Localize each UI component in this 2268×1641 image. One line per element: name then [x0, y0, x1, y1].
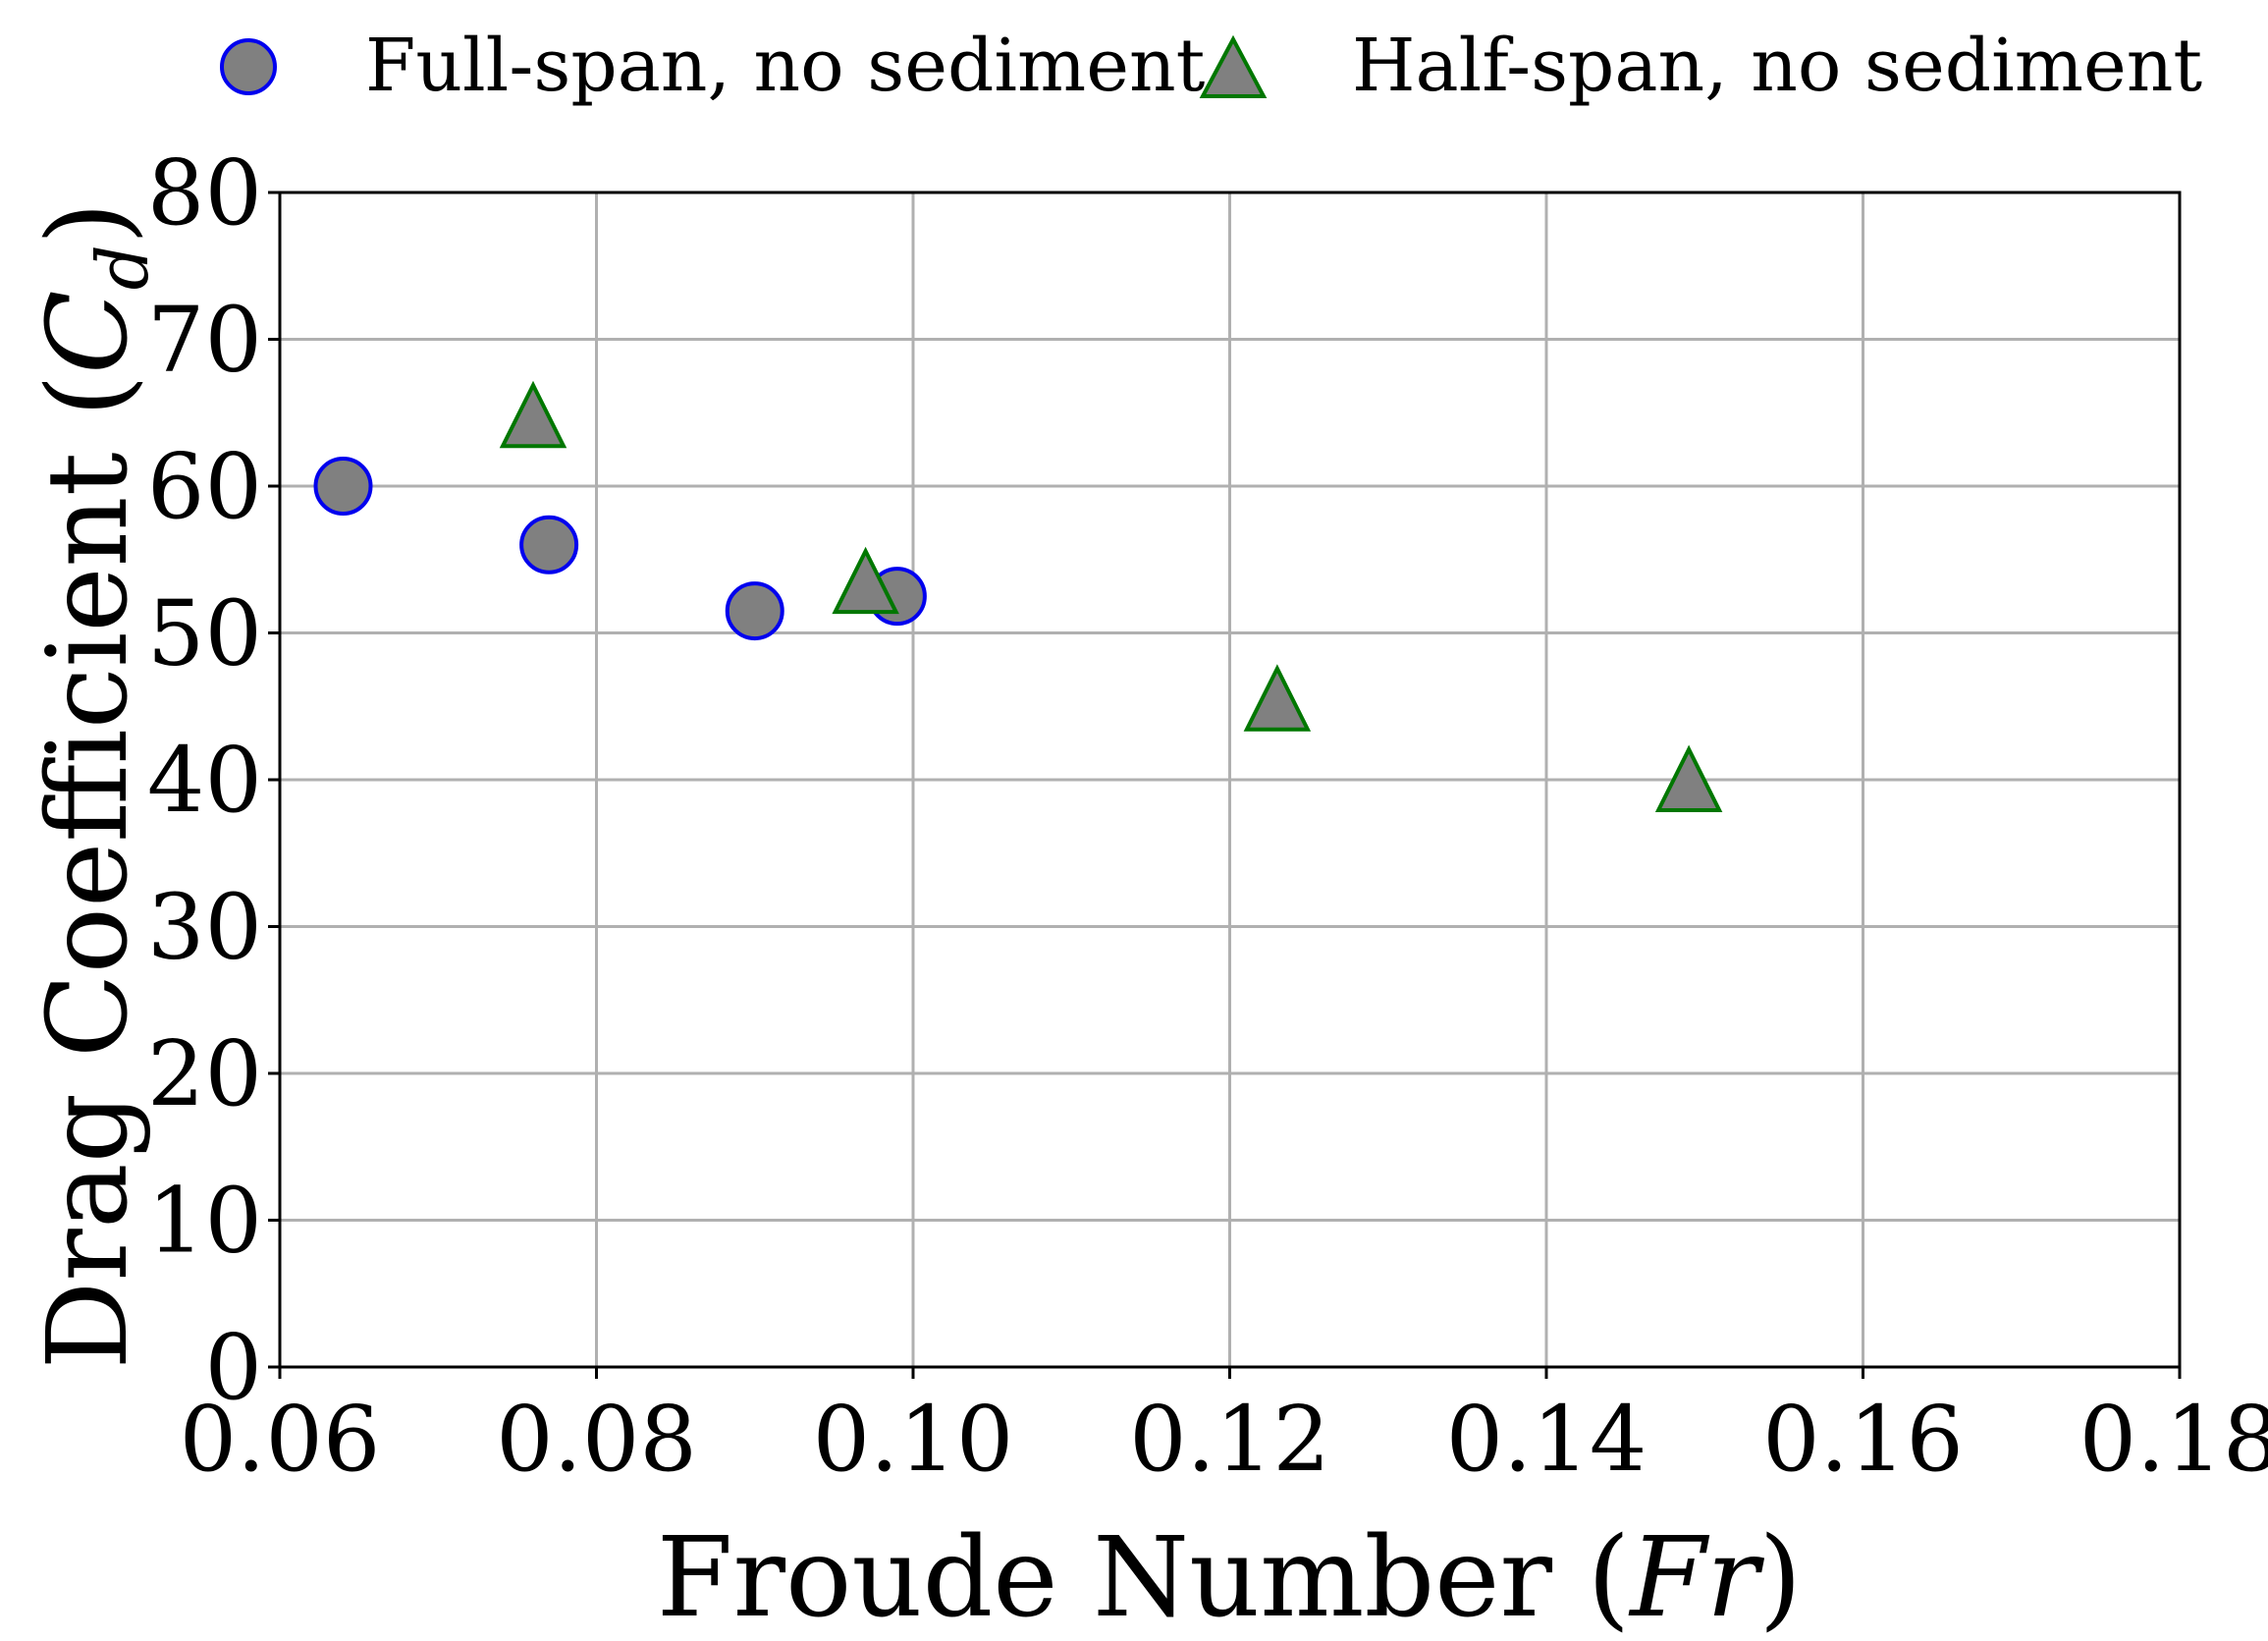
y-tick-label: 70 — [147, 288, 262, 393]
data-point-full-span — [519, 515, 579, 574]
x-tick-label: 0.06 — [180, 1387, 381, 1492]
legend-label-full-span: Full-span, no sediment — [365, 24, 1206, 108]
data-point-full-span — [313, 457, 373, 516]
y-tick-label: 80 — [147, 140, 262, 246]
data-point-half-span — [1243, 664, 1312, 732]
x-tick-label: 0.14 — [1446, 1387, 1647, 1492]
legend: Full-span, no sediment Half-span, no sed… — [220, 24, 2202, 108]
data-point-half-span — [1654, 744, 1723, 812]
grid — [278, 191, 2182, 1369]
y-tick-label: 60 — [147, 434, 262, 539]
data-point-full-span — [725, 581, 784, 641]
x-axis-label: Froude Number (Fr) — [657, 1514, 1803, 1641]
data-point-half-span — [499, 380, 567, 449]
legend-marker-full-span — [220, 38, 277, 95]
legend-marker-half-span — [1199, 34, 1268, 98]
y-tick-label: 40 — [147, 728, 262, 833]
y-tick-label: 10 — [147, 1169, 262, 1274]
y-tick-label: 50 — [147, 581, 262, 686]
y-axis-label: Drag Coefficient (Cd) — [25, 202, 164, 1370]
x-tick-label: 0.18 — [2079, 1387, 2268, 1492]
x-tick-label: 0.16 — [1762, 1387, 1964, 1492]
y-tick-label: 0 — [204, 1315, 262, 1420]
x-tick-label: 0.08 — [496, 1387, 697, 1492]
data-point-half-span — [832, 546, 899, 615]
axis-ticks: 0.06 0.08 0.10 0.12 0.14 0.16 0.18 0 10 20 30 40 50 6… — [147, 140, 2268, 1492]
x-tick-label: 0.10 — [813, 1387, 1014, 1492]
x-tick-label: 0.12 — [1129, 1387, 1330, 1492]
y-tick-label: 30 — [147, 875, 262, 980]
y-tick-label: 20 — [147, 1021, 262, 1126]
legend-label-half-span: Half-span, no sediment — [1352, 24, 2202, 108]
data-points — [313, 380, 1723, 812]
